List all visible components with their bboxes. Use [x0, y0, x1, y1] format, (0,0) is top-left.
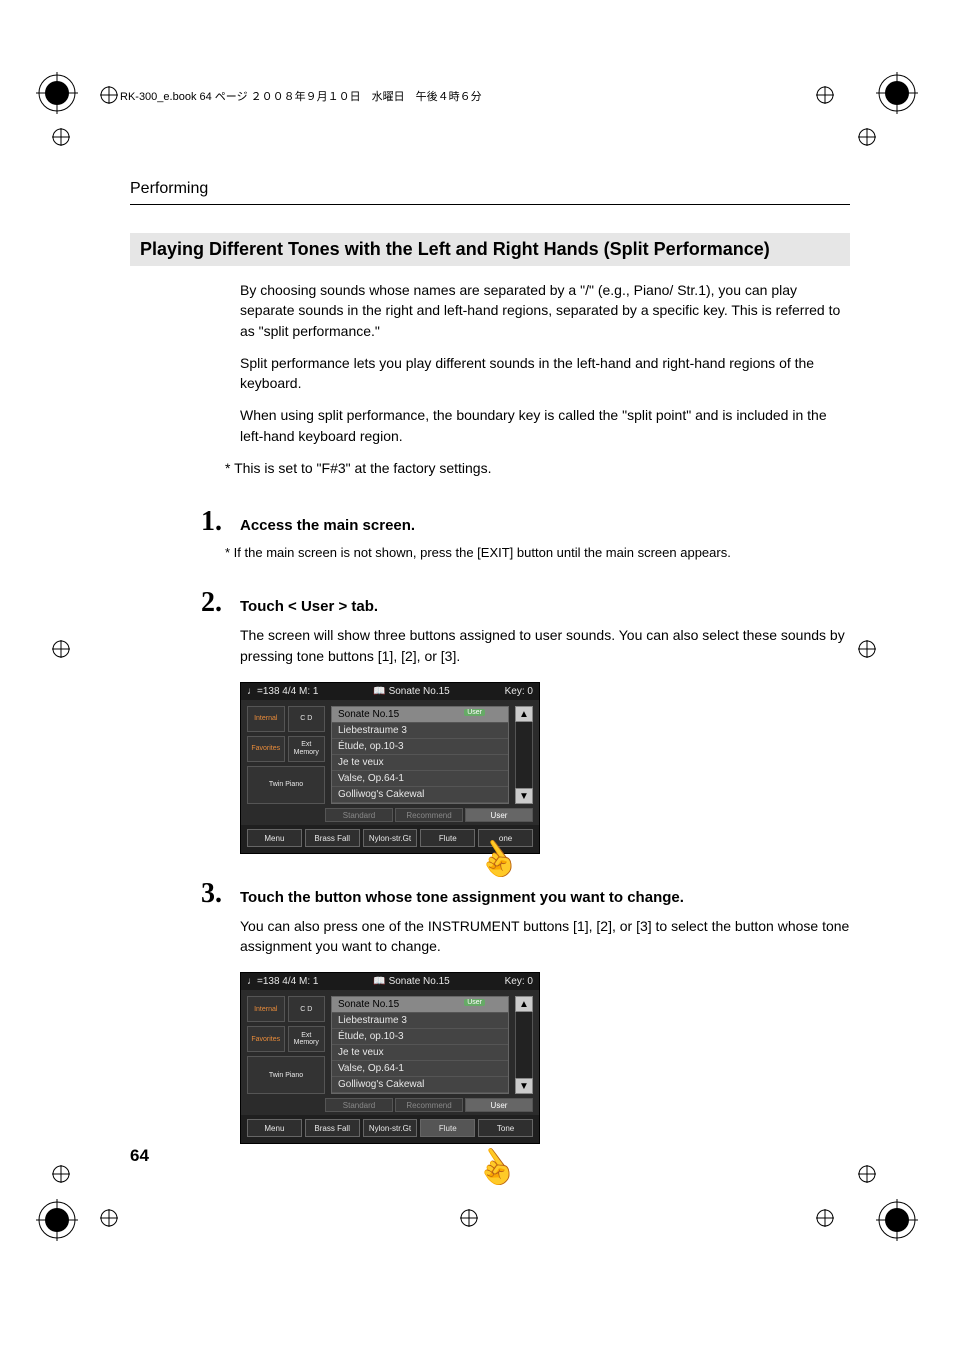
- section-rule: [130, 204, 850, 205]
- song-list-panel: User Sonate No.15 Liebestraume 3 Étude, …: [331, 706, 509, 804]
- cd-button[interactable]: C D: [288, 996, 326, 1022]
- favorites-button[interactable]: Favorites: [247, 736, 285, 762]
- step-title: Access the main screen.: [240, 517, 415, 534]
- step-2-body: The screen will show three buttons assig…: [240, 625, 850, 666]
- tone-button-1[interactable]: Brass Fall: [305, 1119, 360, 1137]
- step-3-body: You can also press one of the INSTRUMENT…: [240, 916, 850, 957]
- tab-user[interactable]: User: [465, 808, 533, 822]
- reg-mark: [460, 1209, 478, 1227]
- song-item[interactable]: Liebestraume 3: [332, 723, 508, 739]
- screen-left-panel: Internal C D Favorites Ext Memory Twin P…: [247, 996, 325, 1094]
- scrollbar: ▲ ▼: [515, 706, 533, 804]
- twin-piano-button[interactable]: Twin Piano: [247, 766, 325, 804]
- internal-button[interactable]: Internal: [247, 996, 285, 1022]
- scroll-up-button[interactable]: ▲: [515, 706, 533, 722]
- key-display: Key: 0: [505, 686, 533, 697]
- device-screen: ♩=138 4/4 M: 1 📖 Sonate No.15 Key: 0 Int…: [240, 972, 540, 1144]
- tab-standard[interactable]: Standard: [325, 808, 393, 822]
- reg-mark: [858, 128, 876, 146]
- reg-mark: [52, 640, 70, 658]
- internal-button[interactable]: Internal: [247, 706, 285, 732]
- intro-p3: When using split performance, the bounda…: [240, 405, 850, 446]
- ext-memory-button[interactable]: Ext Memory: [288, 736, 326, 762]
- step-2: 2. Touch < User > tab.: [130, 587, 850, 619]
- crop-mark-tl: [36, 72, 78, 114]
- tone-button-1[interactable]: Brass Fall: [305, 829, 360, 847]
- tempo-display: ♩=138 4/4 M: 1: [247, 976, 318, 987]
- step-title: Touch the button whose tone assignment y…: [240, 889, 684, 906]
- intro-p1: By choosing sounds whose names are separ…: [240, 280, 850, 341]
- user-badge: User: [464, 709, 485, 716]
- song-title-display: 📖 Sonate No.15: [373, 976, 449, 987]
- section-label: Performing: [130, 180, 850, 198]
- screenshot-1: ♩=138 4/4 M: 1 📖 Sonate No.15 Key: 0 Int…: [240, 682, 850, 854]
- menu-button[interactable]: Menu: [247, 829, 302, 847]
- crop-mark-tr: [876, 72, 918, 114]
- scroll-track[interactable]: [515, 1012, 533, 1078]
- menu-button[interactable]: Menu: [247, 1119, 302, 1137]
- page-number: 64: [130, 1146, 149, 1166]
- reg-mark: [52, 1165, 70, 1183]
- tone-button-2[interactable]: Nylon-str.Gt: [363, 1119, 418, 1137]
- screen-left-panel: Internal C D Favorites Ext Memory Twin P…: [247, 706, 325, 804]
- reg-mark: [52, 128, 70, 146]
- tempo-display: ♩=138 4/4 M: 1: [247, 686, 318, 697]
- reg-mark: [858, 640, 876, 658]
- key-display: Key: 0: [505, 976, 533, 987]
- song-item[interactable]: Étude, op.10-3: [332, 1029, 508, 1045]
- step-number: 3.: [130, 878, 240, 910]
- favorites-button[interactable]: Favorites: [247, 1026, 285, 1052]
- reg-mark: [100, 1209, 118, 1227]
- reg-mark: [816, 1209, 834, 1227]
- song-item[interactable]: Valse, Op.64-1: [332, 1061, 508, 1077]
- song-item[interactable]: Étude, op.10-3: [332, 739, 508, 755]
- tone-button-3[interactable]: Flute: [420, 1119, 475, 1137]
- step-number: 2.: [130, 587, 240, 619]
- reg-mark: [858, 1165, 876, 1183]
- pointer-hand-icon: ☝: [466, 1140, 524, 1197]
- song-item[interactable]: Golliwog's Cakewal: [332, 787, 508, 803]
- tone-button-2[interactable]: Nylon-str.Gt: [363, 829, 418, 847]
- tab-user[interactable]: User: [465, 1098, 533, 1112]
- scroll-down-button[interactable]: ▼: [515, 788, 533, 804]
- song-item[interactable]: Je te veux: [332, 1045, 508, 1061]
- crop-mark-br: [876, 1199, 918, 1241]
- reg-mark: [100, 86, 118, 104]
- scroll-down-button[interactable]: ▼: [515, 1078, 533, 1094]
- step-1-note: * If the main screen is not shown, press…: [225, 544, 850, 563]
- song-list-panel: User Sonate No.15 Liebestraume 3 Étude, …: [331, 996, 509, 1094]
- screenshot-2: ♩=138 4/4 M: 1 📖 Sonate No.15 Key: 0 Int…: [240, 972, 850, 1144]
- song-item[interactable]: Je te veux: [332, 755, 508, 771]
- song-title-display: 📖 Sonate No.15: [373, 686, 449, 697]
- scrollbar: ▲ ▼: [515, 996, 533, 1094]
- song-item[interactable]: Liebestraume 3: [332, 1013, 508, 1029]
- tab-recommend[interactable]: Recommend: [395, 808, 463, 822]
- page-heading: Playing Different Tones with the Left an…: [130, 233, 850, 266]
- crop-mark-bl: [36, 1199, 78, 1241]
- step-number: 1.: [130, 506, 240, 538]
- tab-standard[interactable]: Standard: [325, 1098, 393, 1112]
- step-title: Touch < User > tab.: [240, 598, 378, 615]
- twin-piano-button[interactable]: Twin Piano: [247, 1056, 325, 1094]
- step-1: 1. Access the main screen.: [130, 506, 850, 538]
- cd-button[interactable]: C D: [288, 706, 326, 732]
- scroll-track[interactable]: [515, 722, 533, 788]
- song-item[interactable]: Golliwog's Cakewal: [332, 1077, 508, 1093]
- scroll-up-button[interactable]: ▲: [515, 996, 533, 1012]
- user-badge: User: [464, 999, 485, 1006]
- device-screen: ♩=138 4/4 M: 1 📖 Sonate No.15 Key: 0 Int…: [240, 682, 540, 854]
- intro-p2: Split performance lets you play differen…: [240, 353, 850, 394]
- ext-memory-button[interactable]: Ext Memory: [288, 1026, 326, 1052]
- tone-button-extra[interactable]: Tone: [478, 1119, 533, 1137]
- tone-button-3[interactable]: Flute: [420, 829, 475, 847]
- tab-recommend[interactable]: Recommend: [395, 1098, 463, 1112]
- intro-note: * This is set to "F#3" at the factory se…: [225, 458, 850, 478]
- book-header: RK-300_e.book 64 ページ ２００８年９月１０日 水曜日 午後４時…: [120, 88, 850, 104]
- song-item[interactable]: Valse, Op.64-1: [332, 771, 508, 787]
